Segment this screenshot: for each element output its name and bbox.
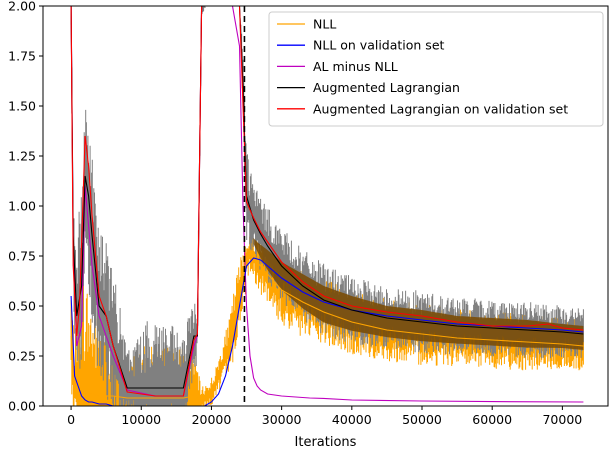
legend-label-augmented-lagrangian-on-validation-set: Augmented Lagrangian on validation set <box>313 101 568 116</box>
legend-label-al-minus-nll: AL minus NLL <box>313 59 398 74</box>
y-tick-label: 0.75 <box>8 249 36 264</box>
y-tick-label: 0.00 <box>8 399 36 414</box>
x-tick-label: 10000 <box>121 412 161 427</box>
legend-label-augmented-lagrangian: Augmented Lagrangian <box>313 80 460 95</box>
y-tick-label: 1.75 <box>8 49 36 64</box>
legend-label-nll-on-validation-set: NLL on validation set <box>313 38 445 53</box>
x-tick-label: 20000 <box>192 412 232 427</box>
x-tick-label: 30000 <box>262 412 302 427</box>
y-tick-label: 1.25 <box>8 149 36 164</box>
legend: NLL NLL on validation set AL minus NLL Augm… <box>268 11 604 127</box>
legend-box <box>268 11 604 127</box>
x-tick-label: 0 <box>67 412 75 427</box>
y-tick-label: 2.00 <box>8 0 36 14</box>
x-axis-label: Iterations <box>295 435 357 450</box>
y-tick-label: 0.25 <box>8 349 36 364</box>
y-tick-label: 1.50 <box>8 99 36 114</box>
x-axis: 0 10000 20000 30000 40000 50000 60000 70000 <box>67 406 582 427</box>
x-tick-label: 70000 <box>542 412 582 427</box>
y-axis: 0.00 0.25 0.50 0.75 1.00 1.25 1.50 1.75 2.00 <box>8 0 43 414</box>
y-tick-label: 1.00 <box>8 199 36 214</box>
x-tick-label: 50000 <box>402 412 442 427</box>
legend-label-nll: NLL <box>313 17 336 32</box>
x-tick-label: 60000 <box>472 412 512 427</box>
series-line-nll-on-validation-set <box>70 257 584 407</box>
band-overlap-region <box>253 238 584 350</box>
x-tick-label: 40000 <box>332 412 372 427</box>
series-line-nll <box>70 248 584 401</box>
y-tick-label: 0.50 <box>8 299 36 314</box>
